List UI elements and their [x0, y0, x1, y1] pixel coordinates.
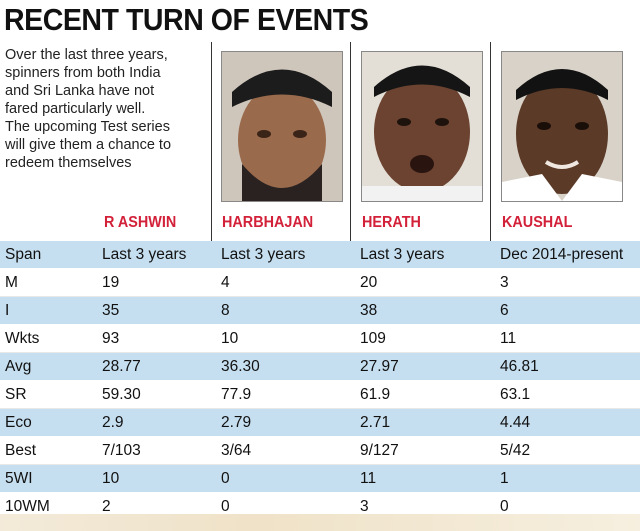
- intro-text: Over the last three years, spinners from…: [5, 46, 210, 172]
- stat-value: 27.97: [354, 352, 494, 381]
- stat-value: 1: [494, 464, 640, 493]
- stat-value: 0: [215, 464, 354, 493]
- table-row: SR 59.30 77.9 61.9 63.1: [0, 380, 640, 409]
- stat-label: M: [0, 268, 96, 297]
- player-name-kaushal: KAUSHAL: [502, 214, 573, 231]
- stat-value: 2.71: [354, 408, 494, 437]
- stats-table: Span Last 3 years Last 3 years Last 3 ye…: [0, 241, 640, 521]
- intro-line: will give them a chance to: [5, 137, 172, 153]
- stat-label: SR: [0, 380, 96, 409]
- stat-value: 4.44: [494, 408, 640, 437]
- stat-value: 10: [96, 464, 215, 493]
- stat-value: 7/103: [96, 436, 215, 465]
- stat-label: Eco: [0, 408, 96, 437]
- stat-label: I: [0, 296, 96, 325]
- stat-value: Last 3 years: [354, 241, 494, 269]
- stat-value: 3: [494, 268, 640, 297]
- stat-value: 61.9: [354, 380, 494, 409]
- stat-value: 20: [354, 268, 494, 297]
- stat-value: 38: [354, 296, 494, 325]
- stat-value: 5/42: [494, 436, 640, 465]
- stat-value: 28.77: [96, 352, 215, 381]
- stat-value: 11: [354, 464, 494, 493]
- intro-line: Over the last three years,: [5, 47, 168, 63]
- page-title: RECENT TURN OF EVENTS: [4, 2, 369, 37]
- player-name-herath: HERATH: [362, 214, 421, 231]
- stat-label: Best: [0, 436, 96, 465]
- decorative-footer: [0, 514, 640, 531]
- stat-value: 3/64: [215, 436, 354, 465]
- table-row: Wkts 93 10 109 11: [0, 324, 640, 353]
- intro-line: spinners from both India: [5, 65, 161, 81]
- stat-value: 4: [215, 268, 354, 297]
- stat-value: 109: [354, 324, 494, 353]
- stat-value: 59.30: [96, 380, 215, 409]
- stat-value: 63.1: [494, 380, 640, 409]
- player-photo-herath: [361, 51, 483, 202]
- player-photo-harbhajan: [221, 51, 343, 202]
- table-row: M 19 4 20 3: [0, 268, 640, 297]
- stat-label: 5WI: [0, 464, 96, 493]
- table-row: Avg 28.77 36.30 27.97 46.81: [0, 352, 640, 381]
- stat-value: 36.30: [215, 352, 354, 381]
- table-row: I 35 8 38 6: [0, 296, 640, 325]
- stat-value: 10: [215, 324, 354, 353]
- stat-value: 8: [215, 296, 354, 325]
- stat-value: Last 3 years: [215, 241, 354, 269]
- stat-value: 93: [96, 324, 215, 353]
- stat-value: Last 3 years: [96, 241, 215, 269]
- stat-value: 11: [494, 324, 640, 353]
- intro-line: The upcoming Test series: [5, 119, 170, 135]
- table-row: 5WI 10 0 11 1: [0, 464, 640, 493]
- intro-line: redeem themselves: [5, 155, 132, 171]
- player-name-ashwin: R ASHWIN: [104, 214, 177, 231]
- intro-line: fared particularly well.: [5, 101, 146, 117]
- table-row: Eco 2.9 2.79 2.71 4.44: [0, 408, 640, 437]
- stat-value: 2.79: [215, 408, 354, 437]
- table-row: Span Last 3 years Last 3 years Last 3 ye…: [0, 241, 640, 269]
- stat-value: 19: [96, 268, 215, 297]
- stat-value: 35: [96, 296, 215, 325]
- stat-value: 46.81: [494, 352, 640, 381]
- stat-label: Wkts: [0, 324, 96, 353]
- stat-value: 9/127: [354, 436, 494, 465]
- stat-value: 2.9: [96, 408, 215, 437]
- table-row: Best 7/103 3/64 9/127 5/42: [0, 436, 640, 465]
- player-photo-kaushal: [501, 51, 623, 202]
- stat-label: Avg: [0, 352, 96, 381]
- stat-value: 6: [494, 296, 640, 325]
- stat-value: Dec 2014-present: [494, 241, 640, 269]
- stat-label: Span: [0, 241, 96, 269]
- stat-value: 77.9: [215, 380, 354, 409]
- player-name-harbhajan: HARBHAJAN: [222, 214, 314, 231]
- intro-line: and Sri Lanka have not: [5, 83, 155, 99]
